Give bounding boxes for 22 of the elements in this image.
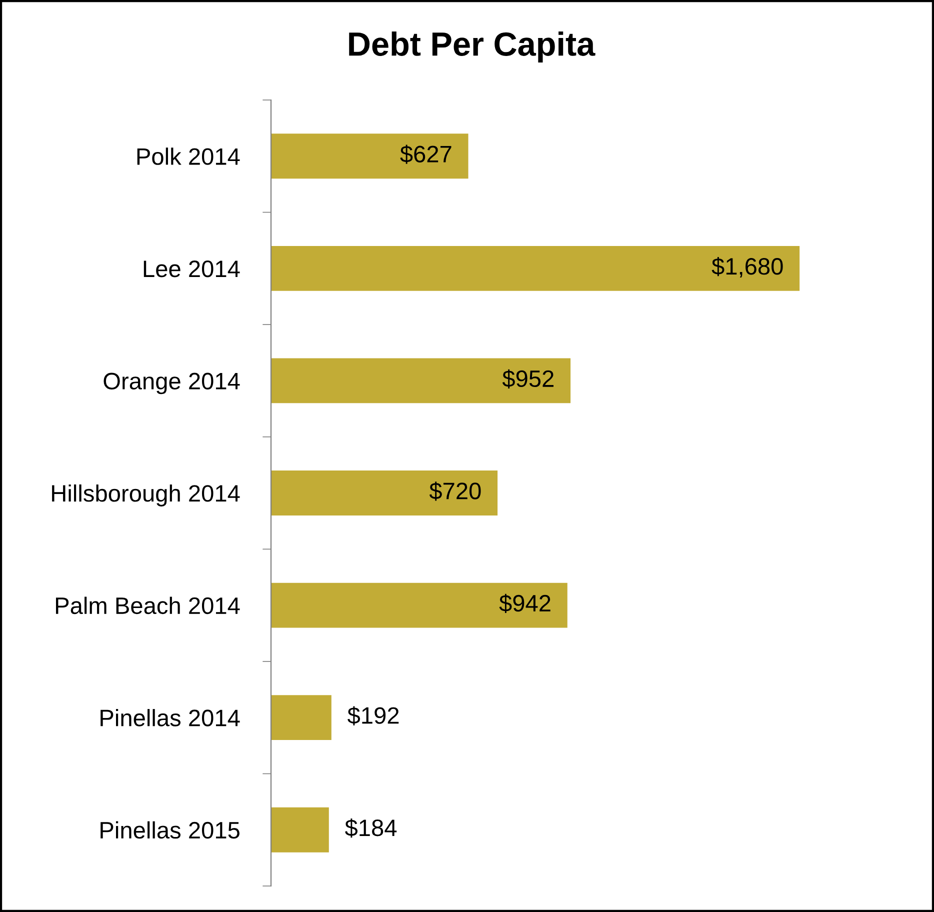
bar — [271, 358, 571, 404]
y-tick-label: Polk 2014 — [137, 148, 240, 165]
chart-title: Debt Per Capita — [349, 31, 596, 63]
data-label: $720 — [429, 482, 481, 501]
y-tick-label: Lee 2014 — [144, 260, 240, 278]
y-tick-label: Orange 2014 — [104, 372, 240, 394]
bar — [271, 246, 800, 291]
bar — [271, 582, 568, 628]
y-tick-label: Pinellas 2015 — [100, 821, 240, 839]
data-label: $184 — [345, 818, 397, 838]
data-label: $1,680 — [712, 257, 783, 278]
bar — [271, 807, 329, 852]
y-tick-label: Palm Beach 2014 — [56, 596, 240, 614]
data-label: $952 — [502, 369, 554, 388]
bar — [271, 470, 498, 516]
data-label: $627 — [400, 144, 452, 164]
bar — [271, 134, 468, 179]
data-label: $942 — [499, 594, 550, 614]
data-label: $192 — [348, 706, 399, 726]
bar — [271, 695, 332, 740]
y-tick-label: Pinellas 2014 — [100, 709, 240, 726]
y-tick-label: Hillsborough 2014 — [52, 484, 240, 506]
